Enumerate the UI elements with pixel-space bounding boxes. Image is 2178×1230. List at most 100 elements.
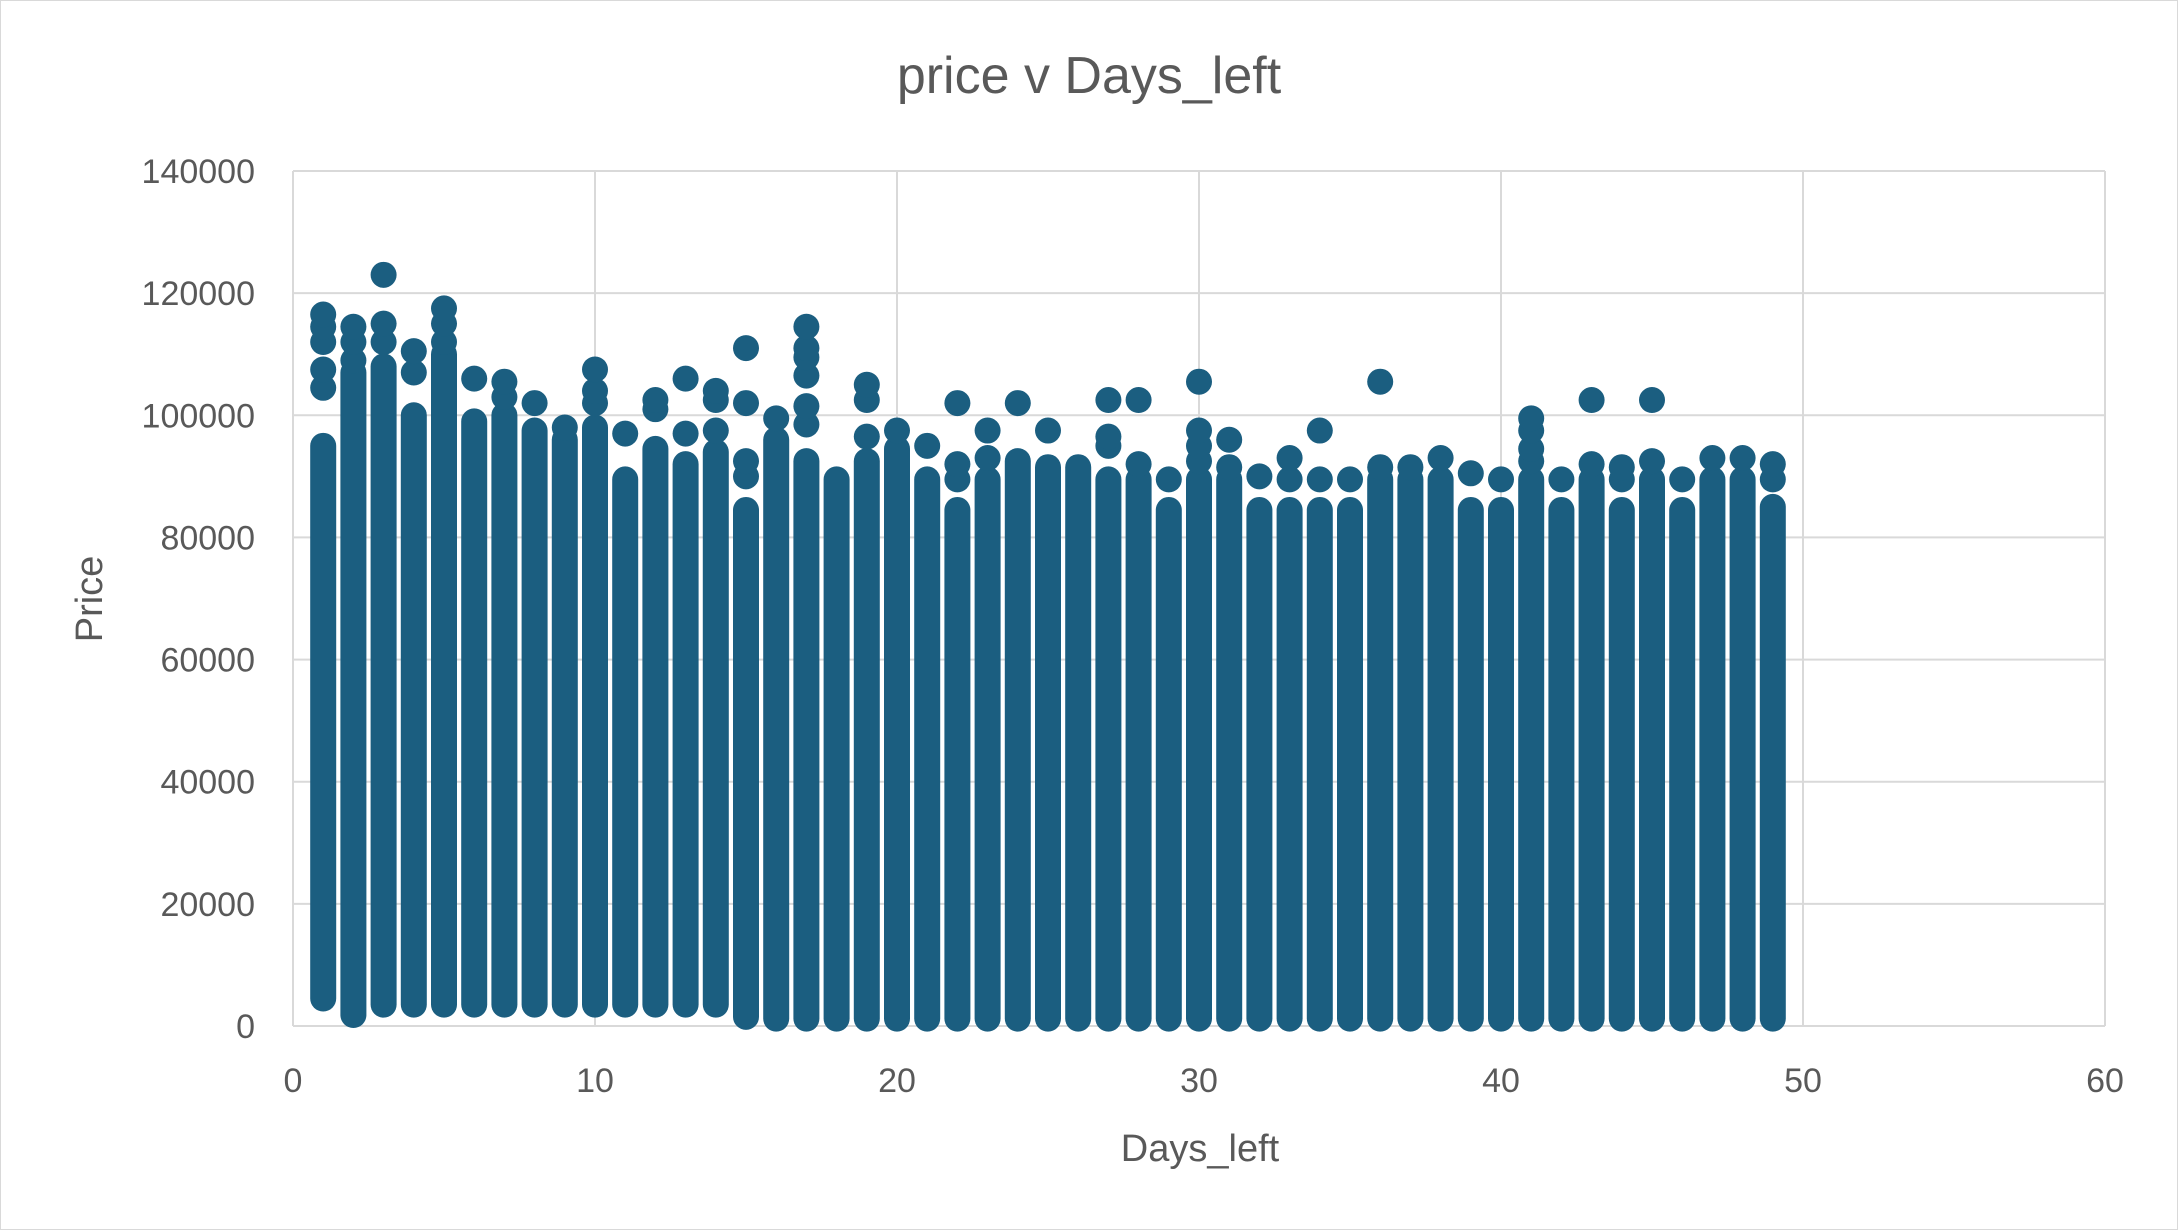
data-point <box>974 445 1001 472</box>
data-point <box>1306 417 1333 444</box>
y-tick-label: 60000 <box>160 642 255 680</box>
data-point <box>582 377 608 404</box>
dense-point-cluster <box>1457 496 1484 1032</box>
dense-point-cluster <box>1216 466 1243 1032</box>
data-point <box>582 356 608 383</box>
day-column-points <box>1457 460 1484 1032</box>
data-point <box>793 362 820 389</box>
day-column-points <box>1699 445 1726 1032</box>
dense-point-cluster <box>1065 454 1092 1032</box>
data-point <box>793 411 820 438</box>
dense-point-cluster <box>823 466 850 1032</box>
day-column-points <box>1518 405 1545 1032</box>
y-tick-label: 120000 <box>142 275 255 313</box>
day-column-points <box>582 356 608 1018</box>
data-point <box>1186 417 1212 444</box>
data-point <box>340 347 367 374</box>
dense-point-cluster <box>944 496 971 1032</box>
data-point <box>1306 466 1333 493</box>
x-tick-label: 40 <box>1482 1062 1520 1100</box>
data-point <box>310 374 337 401</box>
data-point <box>672 420 699 447</box>
dense-point-cluster <box>1306 496 1333 1032</box>
data-point <box>672 365 699 392</box>
dense-point-cluster <box>521 417 548 1018</box>
day-column-points <box>944 390 971 1032</box>
dense-point-cluster <box>1699 466 1726 1032</box>
day-column-points <box>1548 466 1575 1032</box>
dense-point-cluster <box>491 402 518 1018</box>
data-point <box>1639 387 1665 414</box>
dense-point-cluster <box>551 426 578 1018</box>
data-point <box>702 417 729 444</box>
y-tick-label: 80000 <box>160 519 255 557</box>
data-point <box>642 387 669 414</box>
dense-point-cluster <box>1427 466 1454 1032</box>
day-column-points <box>1367 368 1394 1032</box>
data-point <box>1155 466 1182 493</box>
data-point <box>1216 426 1243 453</box>
data-point <box>431 329 457 355</box>
data-point <box>733 335 759 362</box>
data-point <box>1095 423 1122 450</box>
data-point <box>310 356 337 383</box>
data-point <box>733 390 759 417</box>
day-column-points <box>1488 466 1514 1032</box>
data-point <box>310 301 337 328</box>
x-axis-title: Days_left <box>1121 1128 1280 1170</box>
x-tick-label: 20 <box>878 1062 916 1100</box>
data-point <box>1367 368 1394 395</box>
data-point <box>370 329 397 355</box>
dense-point-cluster <box>340 359 367 1029</box>
data-point <box>1276 445 1303 472</box>
day-column-points <box>1729 445 1756 1032</box>
day-column-points <box>461 365 488 1018</box>
dense-point-cluster <box>672 451 699 1018</box>
data-point <box>702 377 729 404</box>
data-point <box>1518 435 1545 462</box>
day-column-points <box>914 432 941 1032</box>
day-column-points <box>1578 387 1605 1032</box>
day-column-points <box>1246 463 1273 1032</box>
data-point <box>431 295 457 322</box>
dense-point-cluster <box>1488 496 1514 1032</box>
day-column-points <box>1125 387 1152 1032</box>
data-point <box>944 451 971 478</box>
day-column-points <box>884 417 910 1032</box>
chart-title: price v Days_left <box>897 47 1282 105</box>
day-column-points <box>853 371 880 1032</box>
data-point <box>1337 466 1363 493</box>
data-point <box>914 432 941 459</box>
dense-point-cluster <box>1759 493 1786 1032</box>
data-point <box>793 335 820 362</box>
dense-point-cluster <box>1397 466 1424 1032</box>
x-tick-label: 10 <box>576 1062 614 1100</box>
day-column-points <box>1639 387 1665 1032</box>
data-point <box>370 261 397 288</box>
day-column-points <box>1337 466 1363 1032</box>
data-point <box>1216 454 1243 481</box>
dense-point-cluster <box>793 448 820 1032</box>
data-point <box>1004 390 1031 417</box>
y-tick-label: 20000 <box>160 886 255 924</box>
day-column-points <box>974 417 1001 1032</box>
y-tick-label: 100000 <box>142 397 255 435</box>
dense-point-cluster <box>1548 496 1575 1032</box>
dense-point-cluster <box>612 466 639 1018</box>
day-column-points <box>1306 417 1333 1032</box>
data-point <box>1095 387 1122 414</box>
data-point <box>1125 451 1152 478</box>
day-column-points <box>1759 451 1786 1032</box>
data-point <box>1035 417 1061 444</box>
dense-point-cluster <box>642 435 669 1018</box>
data-points <box>310 261 1786 1032</box>
data-point <box>1488 466 1514 493</box>
data-point <box>853 423 880 450</box>
y-axis-title: Price <box>69 556 111 643</box>
dense-point-cluster <box>1186 466 1212 1032</box>
day-column-points <box>1035 417 1061 1032</box>
dense-point-cluster <box>914 466 941 1032</box>
dense-point-cluster <box>1276 496 1303 1032</box>
data-point <box>370 310 397 337</box>
dense-point-cluster <box>1518 466 1545 1032</box>
